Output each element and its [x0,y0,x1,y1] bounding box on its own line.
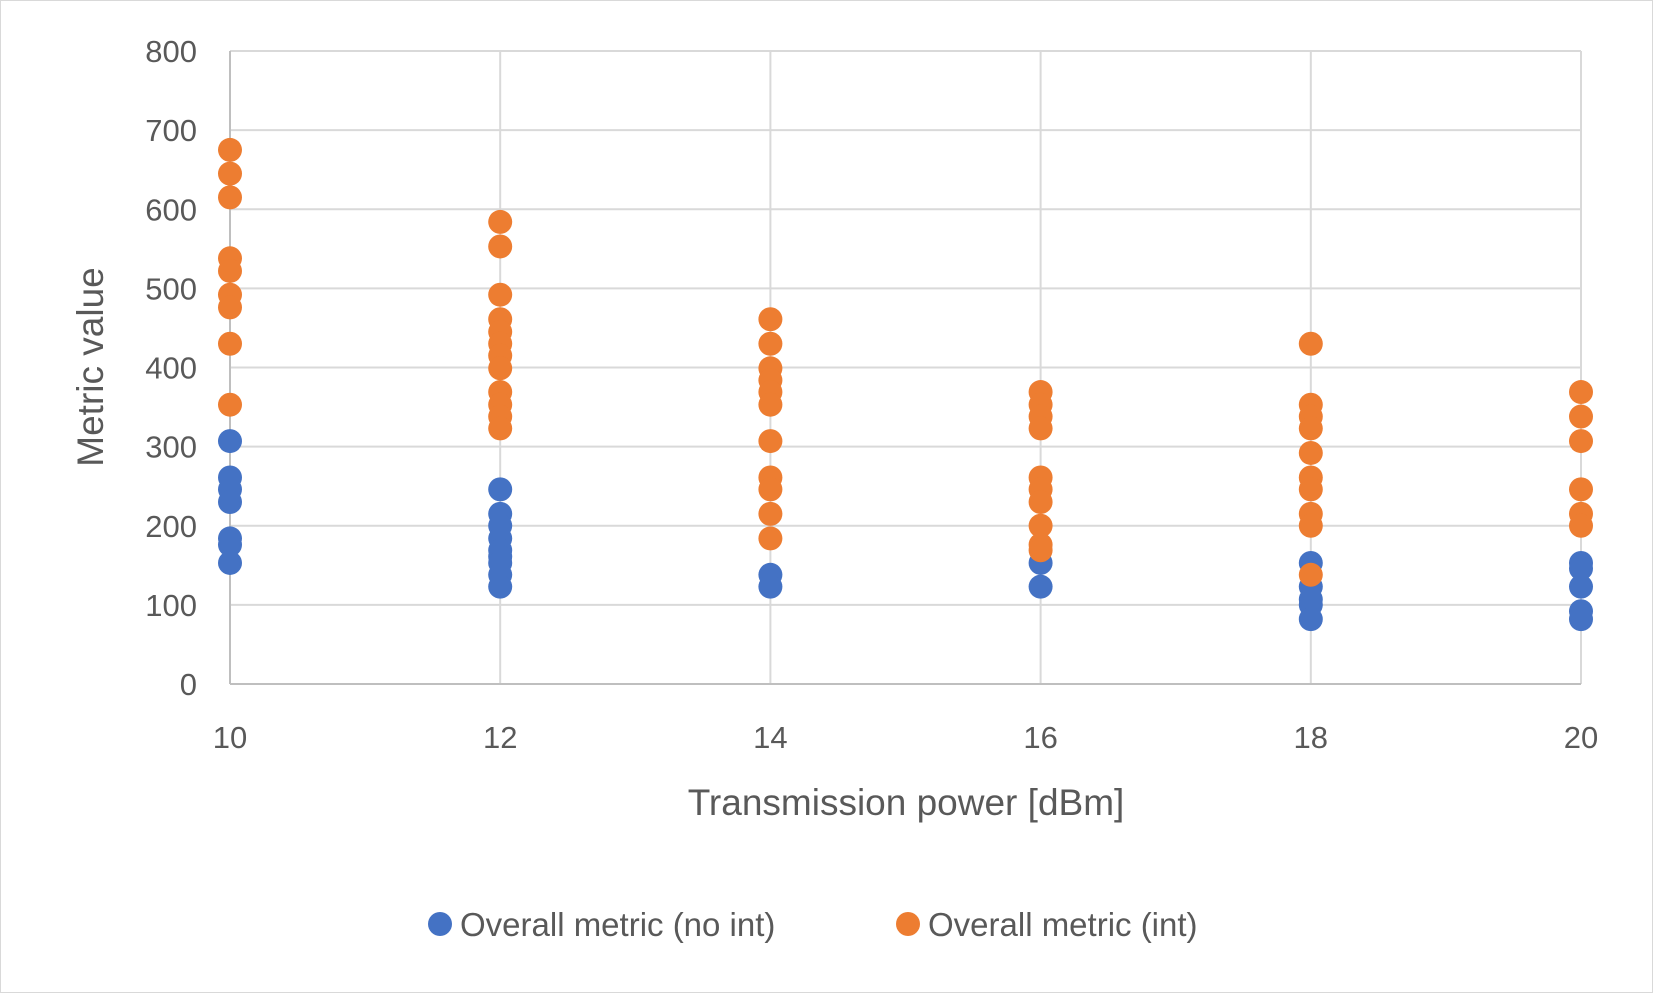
legend-label: Overall metric (no int) [460,906,775,943]
data-point [488,416,513,441]
x-axis-title: Transmission power [dBm] [688,782,1125,823]
data-point [1298,416,1323,441]
data-point [488,356,513,381]
data-point [1298,562,1323,587]
legend-marker [428,912,452,936]
data-point [218,532,242,557]
data-point [488,574,513,599]
data-point [1569,513,1593,538]
y-tick-label: 800 [145,34,197,69]
y-tick-label: 100 [145,588,197,623]
data-point [218,550,242,575]
series-int [218,137,1593,587]
data-point [218,331,242,356]
data-point [218,185,242,210]
y-tick-label: 300 [145,430,197,465]
data-point [1569,556,1593,581]
data-point [1028,538,1053,563]
y-tick-label: 0 [180,667,197,702]
y-tick-label: 700 [145,113,197,148]
legend: Overall metric (no int) Overall metric (i… [428,906,1198,943]
data-point [1298,440,1323,465]
legend-label: Overall metric (int) [928,906,1198,943]
x-tick-label: 16 [1023,720,1057,755]
legend-item: Overall metric (no int) [428,906,775,943]
x-tick-label: 18 [1294,720,1328,755]
data-point [218,258,242,283]
data-point [488,209,513,234]
y-tick-label: 600 [145,192,197,227]
data-point [488,234,513,259]
points-layer [218,137,1593,632]
data-point [1298,513,1323,538]
data-point [218,392,242,417]
data-point [758,331,783,356]
data-point [1028,416,1053,441]
data-point [488,477,513,502]
data-point [758,307,783,332]
data-point [1028,513,1053,538]
data-point [1298,607,1323,632]
data-point [1569,404,1593,429]
data-point [1569,477,1593,502]
data-point [758,392,783,417]
data-point [1028,574,1053,599]
data-point [758,477,783,502]
y-tick-label: 500 [145,271,197,306]
data-point [218,161,242,186]
y-tick-label: 400 [145,351,197,386]
data-point [488,282,513,307]
series-no-int [218,429,1593,632]
x-tick-label: 12 [483,720,517,755]
data-point [218,137,242,162]
data-point [758,429,783,454]
y-axis-title: Metric value [70,267,111,466]
data-point [218,295,242,320]
x-tick-label: 20 [1564,720,1598,755]
x-tick-label: 10 [213,720,247,755]
data-point [1569,380,1593,405]
data-point [218,490,242,515]
data-point [1298,331,1323,356]
x-tick-label: 14 [753,720,787,755]
data-point [758,501,783,526]
data-point [218,429,242,454]
data-point [1569,607,1593,632]
y-tick-label: 200 [145,509,197,544]
data-point [1028,490,1053,515]
legend-item: Overall metric (int) [896,906,1198,943]
data-point [1569,429,1593,454]
grid-layer [230,50,1582,684]
data-point [758,526,783,551]
data-point [758,574,783,599]
data-point [1569,574,1593,599]
legend-marker [896,912,920,936]
axis-layer: 0 100 200 300 400 500 600 700 800 10 12 14 16 18 20 [145,34,1598,755]
data-point [1298,477,1323,502]
